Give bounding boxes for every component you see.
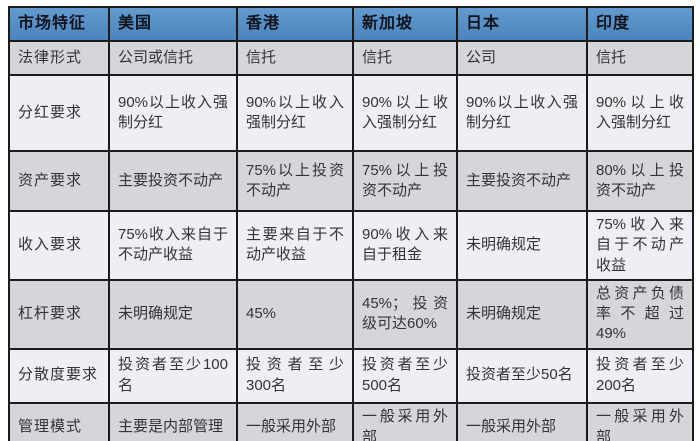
table-cell: 90%以上收入强制分红 (456, 74, 588, 152)
table-cell: 公司或信托 (108, 40, 238, 76)
table-cell: 80%以上投资不动产 (586, 150, 694, 212)
table-cell: 未明确规定 (456, 278, 588, 350)
table-cell: 主要投资不动产 (456, 150, 588, 212)
row-label-leverage-requirement: 杠杆要求 (8, 278, 110, 350)
table-row-management-model: 管理模式 主要是内部管理 一般采用外部 一般采用外部 一般采用外部 一般采用外部 (8, 401, 694, 441)
row-label-diversification-requirement: 分散度要求 (8, 347, 110, 404)
column-header-japan: 日本 (456, 6, 588, 42)
table-cell: 信托 (236, 40, 354, 76)
table-cell: 一般采用外部 (586, 401, 694, 441)
table-cell: 信托 (352, 40, 458, 76)
row-label-dividend-requirement: 分红要求 (8, 74, 110, 152)
table-cell: 投资者至少200名 (586, 347, 694, 404)
column-header-singapore: 新加坡 (352, 6, 458, 42)
row-label-income-requirement: 收入要求 (8, 210, 110, 281)
table-row-diversification-requirement: 分散度要求 投资者至少100名 投资者至少300名 投资者至少500名 投资者至… (8, 347, 694, 404)
table-cell: 投资者至少100名 (108, 347, 238, 404)
table-cell: 75%收入来自于不动产收益 (108, 210, 238, 281)
table-cell: 一般采用外部 (236, 401, 354, 441)
reit-comparison-table: 市场特征 美国 香港 新加坡 日本 印度 法律形式 公司或信托 信托 信托 公司… (8, 6, 694, 441)
table-cell: 45% (236, 278, 354, 350)
table-cell: 主要是内部管理 (108, 401, 238, 441)
table-cell: 一般采用外部 (456, 401, 588, 441)
table-cell: 未明确规定 (108, 278, 238, 350)
table-row-dividend-requirement: 分红要求 90%以上收入强制分红 90%以上收入强制分红 90%以上收入强制分红… (8, 74, 694, 152)
table-cell: 90%收入来自于租金 (352, 210, 458, 281)
row-label-legal-form: 法律形式 (8, 40, 110, 76)
table-cell: 75%以上投资不动产 (352, 150, 458, 212)
table-cell: 投资者至少50名 (456, 347, 588, 404)
row-label-management-model: 管理模式 (8, 401, 110, 441)
table-cell: 75%收入来自于不动产收益 (586, 210, 694, 281)
row-label-asset-requirement: 资产要求 (8, 150, 110, 212)
table-row-leverage-requirement: 杠杆要求 未明确规定 45% 45%；投资级可达60% 未明确规定 总资产负债率… (8, 278, 694, 350)
table-cell: 信托 (586, 40, 694, 76)
table-cell: 投资者至少500名 (352, 347, 458, 404)
table-cell: 45%；投资级可达60% (352, 278, 458, 350)
table-cell: 75%以上投资不动产 (236, 150, 354, 212)
table-cell: 公司 (456, 40, 588, 76)
column-header-usa: 美国 (108, 6, 238, 42)
table-cell: 90%以上收入强制分红 (586, 74, 694, 152)
table-row-income-requirement: 收入要求 75%收入来自于不动产收益 主要来自于不动产收益 90%收入来自于租金… (8, 210, 694, 281)
table-cell: 主要来自于不动产收益 (236, 210, 354, 281)
table-row-asset-requirement: 资产要求 主要投资不动产 75%以上投资不动产 75%以上投资不动产 主要投资不… (8, 150, 694, 212)
table-row-legal-form: 法律形式 公司或信托 信托 信托 公司 信托 (8, 40, 694, 76)
table-cell: 90%以上收入强制分红 (236, 74, 354, 152)
header-row: 市场特征 美国 香港 新加坡 日本 印度 (8, 6, 694, 42)
column-header-feature: 市场特征 (8, 6, 110, 42)
table-cell: 总资产负债率不超过49% (586, 278, 694, 350)
table-cell: 90%以上收入强制分红 (352, 74, 458, 152)
table-cell: 未明确规定 (456, 210, 588, 281)
column-header-india: 印度 (586, 6, 694, 42)
table-cell: 90%以上收入强制分红 (108, 74, 238, 152)
table-cell: 一般采用外部 (352, 401, 458, 441)
table-cell: 主要投资不动产 (108, 150, 238, 212)
table-cell: 投资者至少300名 (236, 347, 354, 404)
column-header-hongkong: 香港 (236, 6, 354, 42)
